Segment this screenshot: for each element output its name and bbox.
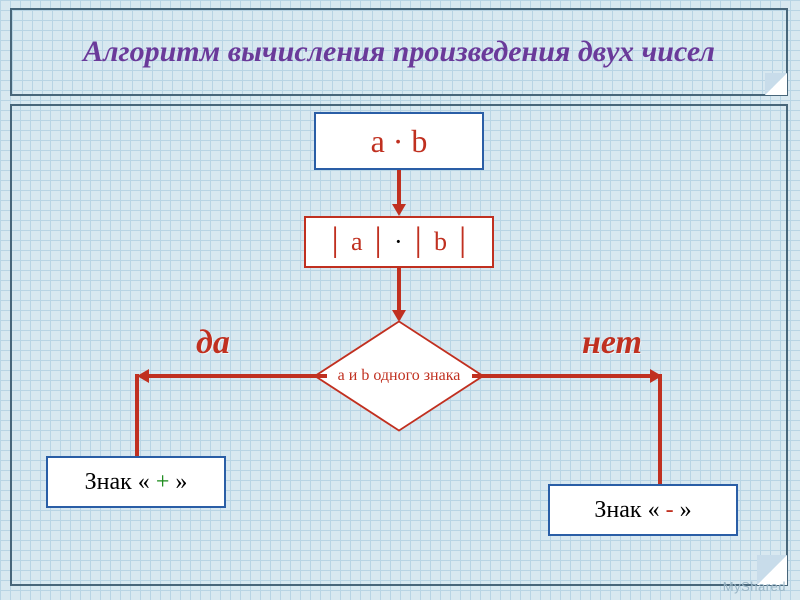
node-start: a · b	[314, 112, 484, 170]
arrow-decision-to-plus	[147, 374, 327, 378]
flowchart-panel: a · b │ a │ · │ b │ a и b одного знака д…	[10, 104, 788, 586]
node-result-minus: Знак « - »	[548, 484, 738, 536]
node-start-text: a · b	[371, 123, 428, 160]
title-text: Алгоритм вычисления произведения двух чи…	[83, 35, 715, 70]
watermark: MyShared	[723, 579, 786, 594]
arrow-start-to-abs	[397, 170, 401, 206]
arrow-abs-to-decision	[397, 268, 401, 312]
node-decision: a и b одного знака	[325, 321, 473, 431]
node-result-plus: Знак « + »	[46, 456, 226, 508]
title-fold-corner	[765, 73, 787, 95]
title-panel: Алгоритм вычисления произведения двух чи…	[10, 8, 788, 96]
arrow-decision-to-minus	[472, 374, 652, 378]
arrow-right-down	[658, 374, 662, 488]
arrow-start-to-abs-head	[392, 204, 406, 216]
node-decision-text: a и b одного знака	[325, 321, 473, 431]
arrow-left-down	[135, 374, 139, 460]
branch-no-label: нет	[582, 324, 642, 362]
node-abs: │ a │ · │ b │	[304, 216, 494, 268]
node-result-plus-text: Знак « + »	[85, 469, 188, 496]
node-result-minus-text: Знак « - »	[594, 497, 691, 524]
node-abs-text: │ a │ · │ b │	[326, 227, 472, 257]
branch-yes-label: да	[196, 324, 230, 362]
